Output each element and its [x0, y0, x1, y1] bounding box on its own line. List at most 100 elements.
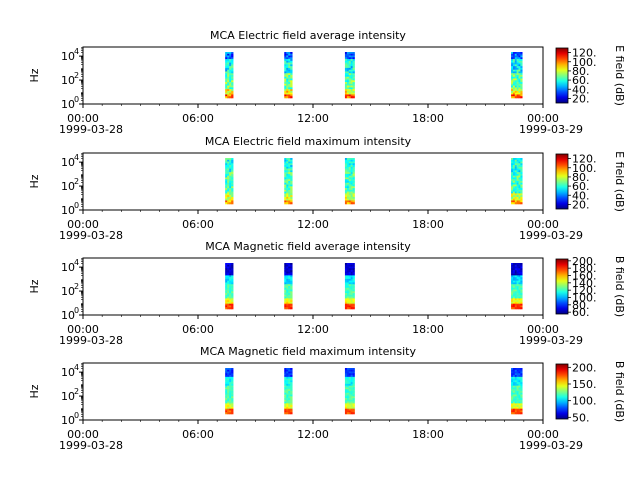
spectrogram-cell	[290, 161, 293, 164]
spectrogram-cell	[520, 382, 523, 385]
spectrogram-cell	[350, 396, 353, 399]
spectrogram-cell	[350, 189, 353, 192]
spectrogram-cell	[231, 280, 234, 283]
spectrogram-cell	[348, 371, 351, 374]
spectrogram-cell	[520, 179, 523, 182]
spectrogram-cell	[514, 266, 517, 269]
spectrogram-cell	[514, 270, 517, 273]
spectrogram-cell	[511, 378, 514, 381]
data-segment	[225, 368, 234, 415]
spectrogram-cell	[229, 298, 232, 301]
spectrogram-cell	[290, 296, 293, 299]
spectrogram-cell	[229, 172, 232, 175]
spectrogram-cell	[227, 392, 230, 395]
spectrogram-cell	[516, 87, 519, 90]
spectrogram-cell	[352, 403, 355, 406]
spectrogram-cell	[286, 368, 289, 371]
spectrogram-cell	[284, 280, 287, 283]
spectrogram-cell	[288, 57, 291, 60]
spectrogram-cell	[225, 371, 228, 374]
spectrogram-cell	[518, 168, 521, 171]
spectrogram-cell	[288, 275, 291, 278]
spectrogram-cell	[346, 193, 350, 196]
spectrogram-cell	[350, 87, 353, 90]
spectrogram-cell	[514, 200, 517, 203]
spectrogram-cell	[350, 399, 353, 402]
spectrogram-cell	[288, 159, 291, 162]
spectrogram-cell	[511, 170, 514, 173]
spectrogram-cell	[227, 200, 230, 203]
spectrogram-cell	[352, 57, 355, 60]
spectrogram-cell	[225, 408, 228, 411]
spectrogram-cell	[346, 298, 350, 301]
spectrogram-cell	[511, 168, 514, 171]
spectrogram-cell	[225, 382, 228, 385]
spectrogram-cell	[286, 181, 289, 184]
spectrogram-cell	[348, 66, 351, 69]
spectrogram-cell	[348, 202, 351, 205]
spectrogram-cell	[352, 289, 355, 292]
spectrogram-cell	[288, 184, 291, 187]
spectrogram-cell	[286, 186, 289, 189]
spectrogram-cell	[225, 177, 228, 180]
spectrogram-cell	[225, 182, 228, 185]
spectrogram-cell	[348, 62, 351, 65]
spectrogram-cell	[227, 387, 230, 390]
spectrogram-cell	[516, 410, 519, 413]
spectrogram-cell	[511, 282, 514, 285]
spectrogram-cell	[512, 378, 516, 381]
spectrogram-cell	[344, 287, 348, 290]
spectrogram-cell	[229, 200, 232, 203]
spectrogram-cell	[518, 266, 521, 269]
spectrogram-cell	[512, 300, 516, 303]
spectrogram-cell	[512, 268, 516, 271]
spectrogram-cell	[348, 410, 351, 413]
spectrogram-cell	[290, 412, 293, 415]
spectrogram-cell	[350, 92, 353, 95]
spectrogram-cell	[350, 398, 353, 401]
spectrogram-cell	[350, 158, 353, 161]
spectrogram-cell	[288, 200, 291, 203]
spectrogram-cell	[516, 271, 519, 274]
spectrogram-cell	[512, 90, 516, 93]
spectrogram-cell	[290, 184, 293, 187]
spectrogram-cell	[518, 89, 521, 92]
spectrogram-cell	[348, 165, 351, 168]
spectrogram-cell	[346, 270, 350, 273]
x-tick-label: 18:00	[412, 428, 444, 441]
spectrogram-cell	[286, 270, 289, 273]
spectrogram-cell	[288, 55, 291, 58]
spectrogram-cell	[286, 165, 289, 168]
spectrogram-cell	[511, 90, 514, 93]
spectrogram-cell	[227, 303, 230, 306]
spectrogram-cell	[344, 284, 348, 287]
spectrogram-cell	[512, 172, 516, 175]
spectrogram-cell	[229, 59, 232, 62]
spectrogram-cell	[286, 275, 289, 278]
spectrogram-cell	[231, 196, 234, 199]
spectrogram-cell	[514, 181, 517, 184]
spectrogram-cell	[284, 410, 287, 413]
spectrogram-cell	[511, 394, 514, 397]
spectrogram-cell	[352, 286, 355, 289]
spectrogram-cell	[229, 92, 232, 95]
spectrogram-cell	[348, 396, 351, 399]
spectrogram-cell	[511, 62, 514, 65]
spectrogram-cell	[511, 59, 514, 62]
spectrogram-cell	[229, 284, 232, 287]
spectrogram-cell	[511, 375, 514, 378]
spectrogram-cell	[231, 378, 234, 381]
spectrogram-cell	[231, 277, 234, 280]
spectrogram-cell	[284, 270, 287, 273]
spectrogram-cell	[350, 163, 353, 166]
spectrogram-cell	[346, 368, 350, 371]
spectrogram-cell	[516, 193, 519, 196]
spectrogram-cell	[518, 159, 521, 162]
spectrogram-cell	[286, 303, 289, 306]
spectrogram-cell	[514, 159, 517, 162]
spectrogram-cell	[288, 289, 291, 292]
spectrogram-cell	[516, 62, 519, 65]
spectrogram-cell	[284, 173, 287, 176]
colorbar	[555, 153, 569, 210]
spectrogram-cell	[512, 410, 516, 413]
